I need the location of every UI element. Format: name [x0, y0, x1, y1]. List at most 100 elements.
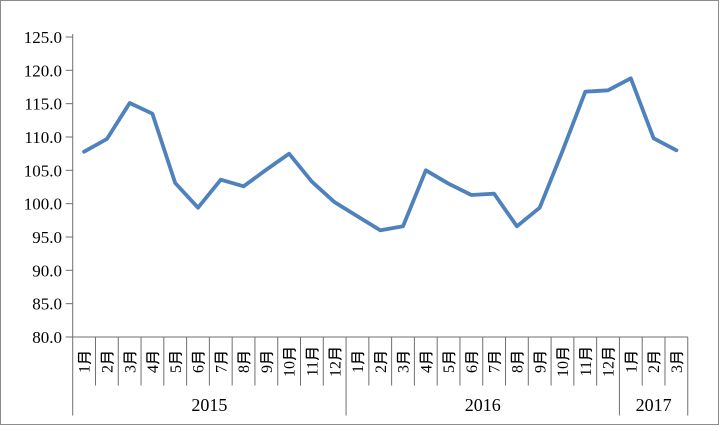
month-label: 1	[350, 352, 367, 373]
svg-text:3: 3	[669, 365, 686, 373]
month-label: 4	[145, 352, 162, 373]
year-labels: 2015 2016 2017	[191, 395, 671, 415]
axes-and-table	[72, 34, 689, 416]
svg-text:3: 3	[396, 365, 413, 373]
month-label: 9	[259, 352, 276, 373]
month-label: 6	[191, 352, 208, 373]
month-label: 2	[373, 352, 390, 373]
month-cjk-glyph	[601, 348, 616, 361]
month-label: 5	[441, 352, 458, 373]
month-label: 5	[168, 352, 185, 373]
month-labels: 1 2 3 4 5 6 7 8 9 10 11 12 1 2 3 4 5 6 7 8 9 10 11 12 1 2 3	[77, 348, 686, 377]
y-tick-label: 105.0	[24, 161, 62, 180]
svg-text:1: 1	[350, 365, 367, 373]
svg-text:2: 2	[646, 365, 663, 373]
svg-text:8: 8	[236, 365, 253, 373]
svg-text:4: 4	[418, 365, 435, 373]
month-label: 8	[236, 352, 253, 373]
month-cjk-glyph	[556, 348, 570, 361]
month-label: 9	[532, 352, 549, 373]
svg-text:4: 4	[145, 365, 162, 373]
svg-text:8: 8	[510, 365, 527, 373]
svg-text:1: 1	[623, 365, 640, 373]
line-chart: 125.0120.0115.0110.0105.0100.095.090.085…	[24, 28, 689, 416]
month-cjk-glyph	[419, 352, 433, 365]
y-tick-label: 85.0	[32, 295, 62, 314]
month-cjk-glyph	[191, 352, 206, 365]
month-cjk-glyph	[465, 352, 479, 365]
svg-text:11: 11	[578, 361, 595, 376]
svg-text:12: 12	[601, 361, 618, 377]
svg-text:5: 5	[168, 365, 185, 373]
month-label: 10	[555, 348, 572, 377]
y-tick-label: 95.0	[32, 228, 62, 247]
svg-text:1: 1	[77, 365, 94, 373]
y-tick-label: 90.0	[32, 261, 62, 280]
month-cjk-glyph	[77, 352, 92, 365]
month-label: 11	[578, 348, 595, 376]
month-cjk-glyph	[123, 352, 137, 365]
year-label: 2015	[191, 395, 227, 415]
svg-text:6: 6	[464, 365, 481, 373]
month-label: 3	[669, 352, 686, 373]
svg-text:6: 6	[191, 365, 208, 373]
month-cjk-glyph	[396, 352, 411, 365]
svg-text:2: 2	[99, 365, 116, 373]
month-cjk-glyph	[328, 348, 342, 361]
data-line-series	[82, 76, 679, 233]
month-label: 8	[510, 352, 527, 373]
month-label: 3	[122, 352, 139, 373]
month-label: 2	[99, 352, 116, 373]
y-tick-label: 110.0	[24, 128, 62, 147]
month-label: 7	[213, 352, 230, 373]
y-axis-ticks: 125.0 120.0 115.0 110.0 105.0 100.0 95.0 90.0 85…	[24, 28, 73, 347]
month-cjk-glyph	[260, 352, 274, 365]
svg-text:7: 7	[213, 365, 230, 373]
svg-text:2: 2	[373, 365, 390, 373]
month-cjk-glyph	[624, 352, 638, 365]
year-label: 2016	[465, 395, 501, 415]
month-cjk-glyph	[169, 352, 183, 365]
month-cjk-glyph	[237, 352, 251, 365]
y-tick-label: 120.0	[24, 61, 62, 80]
month-cjk-glyph	[146, 352, 160, 365]
month-cjk-glyph	[579, 348, 593, 361]
month-label: 10	[282, 348, 299, 377]
svg-text:9: 9	[259, 365, 276, 373]
svg-text:5: 5	[441, 365, 458, 373]
chart-canvas: 125.0 120.0 115.0 110.0 105.0 100.0 95.0 90.0 85…	[0, 0, 719, 425]
svg-text:3: 3	[122, 365, 139, 373]
svg-text:10: 10	[282, 361, 299, 377]
month-cjk-glyph	[305, 348, 319, 361]
y-tick-label: 115.0	[24, 95, 62, 114]
month-label: 12	[327, 348, 344, 377]
month-cjk-glyph	[510, 352, 524, 365]
month-label: 6	[464, 352, 481, 373]
month-label: 2	[646, 352, 663, 373]
y-tick-label: 125.0	[24, 28, 62, 47]
y-tick-label: 100.0	[24, 195, 62, 214]
month-label: 4	[418, 352, 435, 373]
month-label: 3	[396, 352, 413, 373]
month-cjk-glyph	[374, 352, 388, 365]
month-label: 1	[623, 352, 640, 373]
month-cjk-glyph	[100, 352, 114, 365]
month-cjk-glyph	[442, 352, 456, 365]
svg-text:9: 9	[532, 365, 549, 373]
svg-text:7: 7	[487, 365, 504, 373]
month-cjk-glyph	[670, 352, 684, 365]
month-label: 12	[601, 348, 618, 377]
month-cjk-glyph	[351, 352, 365, 365]
month-label: 1	[77, 352, 94, 373]
month-label: 7	[487, 352, 504, 373]
svg-text:10: 10	[555, 361, 572, 377]
y-tick-label: 80.0	[32, 328, 62, 347]
year-label: 2017	[636, 395, 672, 415]
svg-text:11: 11	[304, 361, 321, 376]
month-cjk-glyph	[487, 352, 502, 365]
month-label: 11	[304, 348, 321, 376]
month-cjk-glyph	[533, 352, 547, 365]
month-cjk-glyph	[282, 348, 297, 361]
svg-text:12: 12	[327, 361, 344, 377]
